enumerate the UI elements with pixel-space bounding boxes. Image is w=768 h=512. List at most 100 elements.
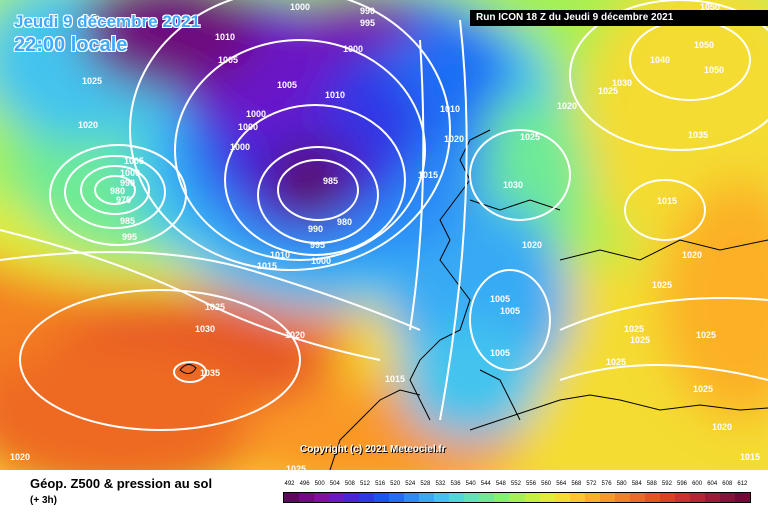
color-scale-value: 592: [661, 481, 672, 487]
pressure-label: 1035: [200, 368, 220, 378]
pressure-label: 1020: [10, 452, 30, 462]
pressure-label: 1030: [503, 180, 523, 190]
pressure-label: 1005: [490, 294, 510, 304]
color-scale-swatch: [584, 493, 600, 502]
pressure-label: 1025: [82, 76, 102, 86]
color-scale-swatch: [314, 493, 330, 502]
color-scale-value: 580: [616, 481, 627, 487]
color-scale-swatch: [299, 493, 315, 502]
pressure-label: 1010: [440, 104, 460, 114]
color-scale-swatch: [389, 493, 405, 502]
color-scale-swatch: [659, 493, 675, 502]
pressure-label: 1020: [712, 422, 732, 432]
color-scale-swatch: [344, 493, 360, 502]
color-scale-swatch: [434, 493, 450, 502]
pressure-label: 1025: [624, 324, 644, 334]
color-scale-swatch: [539, 493, 555, 502]
pressure-label: 1025: [598, 86, 618, 96]
pressure-label: 1010: [215, 32, 235, 42]
pressure-label: 1000: [238, 122, 258, 132]
geopotential-field: [0, 0, 768, 470]
pressure-label: 1030: [612, 78, 632, 88]
color-scale-value: 540: [465, 481, 476, 487]
pressure-label: 1015: [740, 452, 760, 462]
color-scale-swatch: [359, 493, 375, 502]
color-scale-swatch: [689, 493, 705, 502]
color-scale-value: 504: [329, 481, 340, 487]
pressure-label: 1025: [693, 384, 713, 394]
color-scale-swatch: [404, 493, 420, 502]
pressure-label: 1005: [490, 348, 510, 358]
pressure-label: 1015: [385, 374, 405, 384]
pressure-label: 1000: [230, 142, 250, 152]
pressure-label: 1050: [704, 65, 724, 75]
pressure-label: 1005: [500, 306, 520, 316]
color-scale-value: 512: [359, 481, 370, 487]
pressure-label: 1050: [700, 2, 720, 12]
pressure-label: 1010: [270, 250, 290, 260]
pressure-label: 990: [360, 6, 375, 16]
pressure-label: 1020: [444, 134, 464, 144]
pressure-label: 1000: [246, 109, 266, 119]
pressure-label: 1000: [343, 44, 363, 54]
pressure-label: 985: [120, 216, 135, 226]
color-scale-value: 568: [571, 481, 582, 487]
color-scale-value: 612: [737, 481, 748, 487]
color-scale-value: 492: [284, 481, 295, 487]
pressure-label: 1025: [286, 464, 306, 470]
isobars: [0, 0, 768, 430]
color-scale-value: 516: [375, 481, 386, 487]
color-scale-value: 564: [556, 481, 567, 487]
pressure-label: 1005: [277, 80, 297, 90]
pressure-label: 1005: [124, 156, 144, 166]
pressure-label: 1015: [418, 170, 438, 180]
color-scale-value: 544: [480, 481, 491, 487]
coastlines: [179, 129, 768, 470]
pressure-label: 1000: [290, 2, 310, 12]
footer-bar: Géop. Z500 & pression au sol (+ 3h) 492 4…: [0, 470, 768, 512]
color-scale-value: 604: [707, 481, 718, 487]
color-scale-swatch: [674, 493, 690, 502]
pressure-label: 1030: [195, 324, 215, 334]
pressure-label: 1025: [696, 330, 716, 340]
pressure-label: 995: [310, 240, 325, 250]
pressure-label: 1020: [557, 101, 577, 111]
pressure-label: 1020: [78, 120, 98, 130]
color-scale-value: 556: [526, 481, 537, 487]
color-scale-value: 608: [722, 481, 733, 487]
color-scale-value: 536: [450, 481, 461, 487]
color-scale-value: 596: [677, 481, 688, 487]
color-scale-value: 584: [631, 481, 642, 487]
color-scale-swatch: [569, 493, 585, 502]
color-scale-swatch: [554, 493, 570, 502]
pressure-label: 995: [360, 18, 375, 28]
color-scale-value: 576: [601, 481, 612, 487]
pressure-label: 1020: [682, 250, 702, 260]
color-scale-swatch: [644, 493, 660, 502]
color-scale-value: 572: [586, 481, 597, 487]
pressure-label: 1015: [257, 261, 277, 271]
pressure-label: 990: [308, 224, 323, 234]
pressure-label: 995: [122, 232, 137, 242]
pressure-label: 1025: [205, 302, 225, 312]
color-scale-value: 588: [646, 481, 657, 487]
color-scale-swatch: [734, 493, 750, 502]
color-scale-value: 552: [510, 481, 521, 487]
color-scale-swatch: [704, 493, 720, 502]
pressure-label: 1050: [694, 40, 714, 50]
pressure-label: 1010: [80, 14, 100, 24]
color-scale-value: 500: [314, 481, 325, 487]
pressure-label: 1025: [520, 132, 540, 142]
color-scale-swatch: [494, 493, 510, 502]
pressure-label: 985: [323, 176, 338, 186]
color-scale-value: 560: [541, 481, 552, 487]
color-scale-swatch: [524, 493, 540, 502]
pressure-label: 1000: [311, 256, 331, 266]
color-scale-value: 548: [495, 481, 506, 487]
color-scale-value: 524: [405, 481, 416, 487]
pressure-label: 1025: [652, 280, 672, 290]
pressure-label: 975: [116, 195, 131, 205]
pressure-label: 1020: [522, 240, 542, 250]
copyright: Copyright (c) 2021 Meteociel.fr: [300, 444, 446, 455]
